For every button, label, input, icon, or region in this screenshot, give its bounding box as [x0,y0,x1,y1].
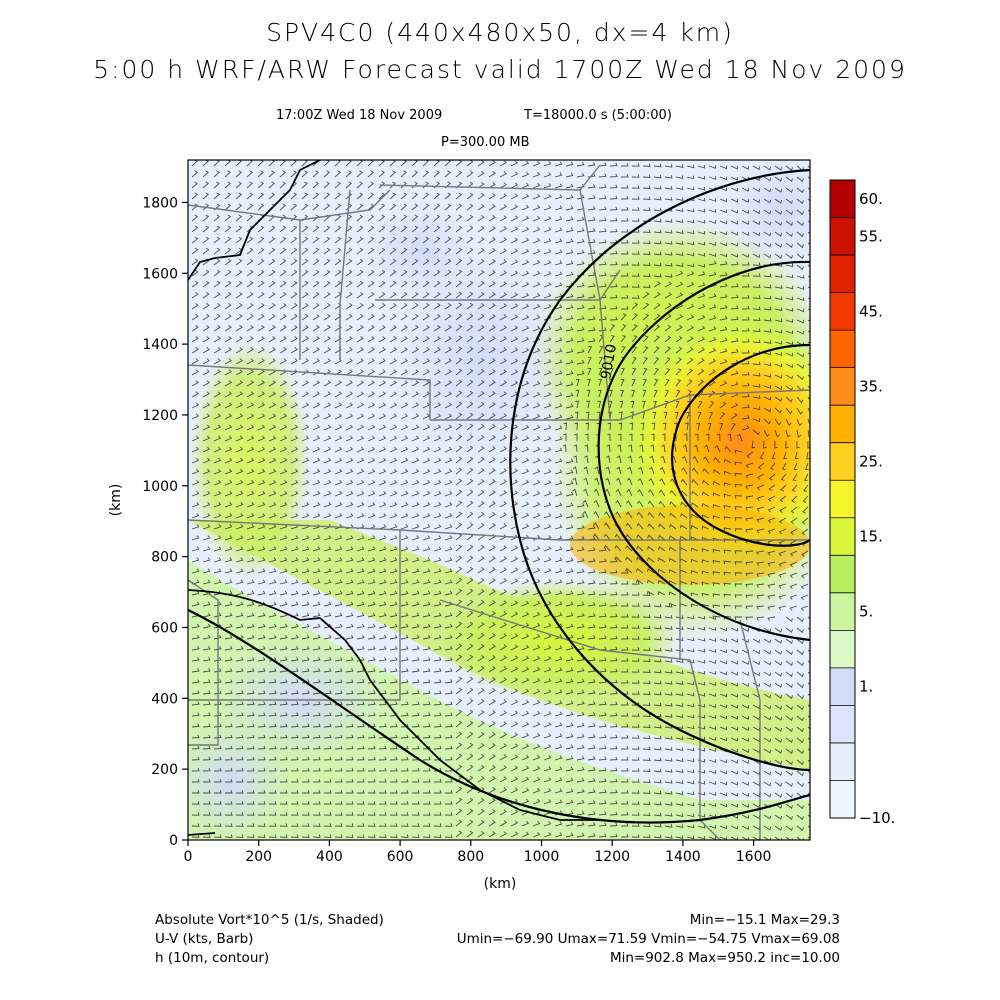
state-boundaries [188,164,810,840]
x-tick-label: 1400 [665,849,701,865]
colorbar-label: 1. [859,678,873,696]
legend-height: h (10m, contour) [155,950,270,966]
forecast-seconds-label: T=18000.0 s (5:00:00) [524,108,672,123]
x-tick-label: 1200 [594,849,630,865]
plot-frame [187,159,811,841]
contour-label: 9010 [598,343,620,381]
colorbar-swatch [830,555,855,594]
colorbar-swatch [830,630,855,669]
colorbar-label: 35. [859,377,883,395]
map-plot-area [188,160,810,840]
colorbar-swatch [830,780,855,819]
colorbar-swatch [830,180,855,219]
y-tick-label: 200 [151,762,178,778]
colorbar-swatch [830,292,855,331]
colorbar-label: 15. [859,528,883,546]
x-tick-label: 1600 [736,849,772,865]
colorbar-label: 55. [859,227,883,245]
colorbar-swatch [830,255,855,294]
colorbar-label: 25. [859,452,883,470]
vorticity-stats: Min=−15.1 Max=29.3 [689,912,840,928]
y-tick-label: 400 [151,691,178,707]
colorbar-swatch [830,442,855,481]
colorbar-label: 60. [859,190,883,208]
colorbar-swatch [830,592,855,631]
colorbar-label: 5. [859,603,873,621]
colorbar-label: 45. [859,302,883,320]
y-tick-label: 1000 [142,479,178,495]
forecast-subtitle: 5:00 h WRF/ARW Forecast valid 1700Z Wed … [93,55,907,84]
colorbar: 60. 55. 45. 35. 25. 15. 5. 1. −10. [829,179,895,827]
height-contours [188,168,810,824]
x-tick-label: 200 [245,849,272,865]
height-stats: Min=902.8 Max=950.2 inc=10.00 [609,950,840,966]
colorbar-swatch [830,742,855,781]
wind-stats: Umin=−69.90 Umax=71.59 Vmin=−54.75 Vmax=… [456,931,840,947]
x-tick-label: 600 [387,849,414,865]
x-tick-label: 0 [184,849,193,865]
colorbar-swatch [830,217,855,256]
x-axis-ticks: 0 200 400 600 800 1000 1200 1400 1600 [184,840,772,865]
x-tick-label: 800 [457,849,484,865]
coastline [188,160,600,836]
colorbar-swatch [830,405,855,444]
colorbar-swatch [830,705,855,744]
y-tick-label: 0 [169,833,178,849]
colorbar-swatch [830,480,855,519]
colorbar-swatch [830,330,855,369]
y-tick-label: 600 [151,620,178,636]
x-tick-label: 400 [316,849,343,865]
y-tick-label: 800 [151,550,178,566]
pressure-level-label: P=300.00 MB [441,135,530,150]
valid-time-label: 17:00Z Wed 18 Nov 2009 [276,108,443,123]
colorbar-label: −10. [859,809,895,827]
y-tick-label: 1400 [142,337,178,353]
y-axis-ticks: 0 200 400 600 800 1000 1200 1400 1600 1800 [142,195,188,849]
colorbar-swatch [830,667,855,706]
y-tick-label: 1800 [142,195,178,211]
y-axis-label: (km) [108,484,124,517]
y-tick-label: 1200 [142,408,178,424]
legend-wind: U-V (kts, Barb) [155,931,254,947]
y-tick-label: 1600 [142,266,178,282]
x-axis-label: (km) [484,876,517,892]
chart-title: SPV4C0 (440x480x50, dx=4 km) [266,18,734,47]
colorbar-swatch [830,367,855,406]
x-tick-label: 1000 [524,849,560,865]
legend-vorticity: Absolute Vort*10^5 (1/s, Shaded) [155,912,384,928]
colorbar-swatch [830,517,855,556]
